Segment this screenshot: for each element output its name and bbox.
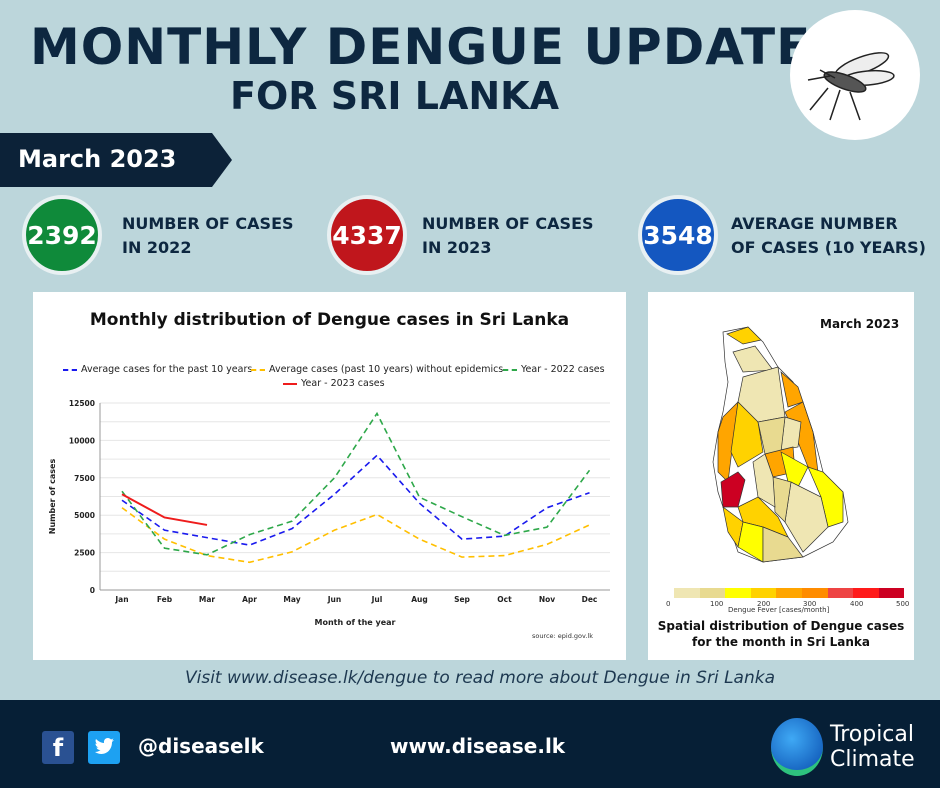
visit-link-text[interactable]: Visit www.disease.lk/dengue to read more… (184, 668, 776, 688)
title-line-2: FOR SRI LANKA (230, 74, 560, 118)
scale-swatch (712, 588, 726, 598)
title-line-1: MONTHLY DENGUE UPDATE (30, 18, 812, 76)
globe-icon (771, 718, 823, 776)
scale-swatch (891, 588, 905, 598)
scale-ticks: 0 100 200 300 400 500 (666, 600, 910, 608)
map-panel: March 2023 0 100 200 300 400 500 Dengue Fever… (648, 292, 914, 660)
x-tick-label: Sep (454, 595, 470, 604)
scale-swatch (801, 588, 815, 598)
source-label: source: epid.gov.lk (532, 632, 593, 640)
social-handle[interactable]: @diseaselk (138, 734, 264, 758)
legend-item-2023: Year - 2023 cases (283, 378, 385, 389)
scale-swatch (725, 588, 738, 598)
scale-swatch (737, 588, 751, 598)
x-tick-label: May (283, 595, 300, 604)
legend-item-no-epidemic: Average cases (past 10 years) without ep… (251, 364, 503, 375)
series-line-1 (121, 507, 590, 564)
scale-swatch (865, 588, 879, 598)
scale-swatch (750, 588, 764, 598)
website-link[interactable]: www.disease.lk (390, 734, 566, 758)
y-tick-label: 10000 (69, 436, 95, 445)
y-tick-label: 2500 (74, 549, 95, 558)
x-tick-label: Jul (371, 595, 383, 604)
series-line-3 (121, 493, 208, 526)
y-tick-label: 12500 (69, 399, 95, 408)
x-tick-label: Apr (242, 595, 257, 604)
map-title: March 2023 (820, 317, 900, 331)
scale-swatch (763, 588, 777, 598)
stat-2023-circle: 4337 (327, 195, 407, 275)
x-tick-label: Dec (582, 595, 598, 604)
map-caption: Spatial distribution of Dengue cases for… (657, 619, 905, 649)
scale-swatch (853, 588, 866, 598)
mosquito-icon (790, 10, 920, 140)
x-tick-label: Nov (539, 595, 555, 604)
stat-2022-circle: 2392 (22, 195, 102, 275)
x-tick-label: Mar (199, 595, 216, 604)
twitter-icon[interactable] (88, 731, 120, 764)
scale-swatch (840, 588, 854, 598)
brand-logo-text: Tropical Climate (830, 722, 915, 772)
stat-2022-label: NUMBER OF CASES IN 2022 (122, 214, 294, 257)
chart-panel: Monthly distribution of Dengue cases in … (33, 292, 626, 660)
series-line-0 (121, 454, 590, 546)
x-tick-label: Oct (497, 595, 512, 604)
scale-label: Dengue Fever [cases/month] (728, 606, 830, 614)
scale-swatch (814, 588, 828, 598)
y-tick-label: 0 (90, 586, 95, 595)
x-tick-label: Jun (327, 595, 341, 604)
stat-2023-label: NUMBER OF CASES IN 2023 (422, 214, 594, 257)
legend-item-2022: Year - 2022 cases (503, 364, 605, 375)
y-tick-label: 5000 (74, 511, 95, 520)
x-tick-label: Aug (411, 595, 428, 604)
legend-item-avg: Average cases for the past 10 years (63, 364, 252, 375)
scale-swatch (699, 588, 713, 598)
scale-swatch (674, 588, 687, 598)
x-tick-label: Jan (114, 595, 128, 604)
stat-average-circle: 3548 (638, 195, 718, 275)
series-line-2 (121, 411, 591, 556)
y-axis-label: Number of cases (48, 459, 57, 535)
scale-swatch (789, 588, 802, 598)
y-tick-label: 7500 (74, 474, 95, 483)
color-scale-bar (674, 588, 905, 598)
scale-swatch (878, 588, 892, 598)
scale-swatch (776, 588, 790, 598)
chart-title: Monthly distribution of Dengue cases in … (89, 310, 570, 330)
sri-lanka-map (712, 326, 849, 563)
period-label: March 2023 (18, 145, 177, 173)
stat-average-label: AVERAGE NUMBER OF CASES (10 YEARS) (731, 214, 926, 257)
period-banner: March 2023 (0, 133, 232, 187)
x-tick-label: Feb (157, 595, 173, 604)
scale-swatch (686, 588, 700, 598)
line-chart: 0 2500 5000 7500 10000 12500 Jan Feb Mar Apr May Ju… (48, 399, 610, 640)
scale-swatch (827, 588, 841, 598)
footer: f @diseaselk www.disease.lk Tropical Clim… (0, 700, 940, 788)
x-axis-label: Month of the year (315, 618, 396, 627)
facebook-icon[interactable]: f (42, 731, 74, 764)
